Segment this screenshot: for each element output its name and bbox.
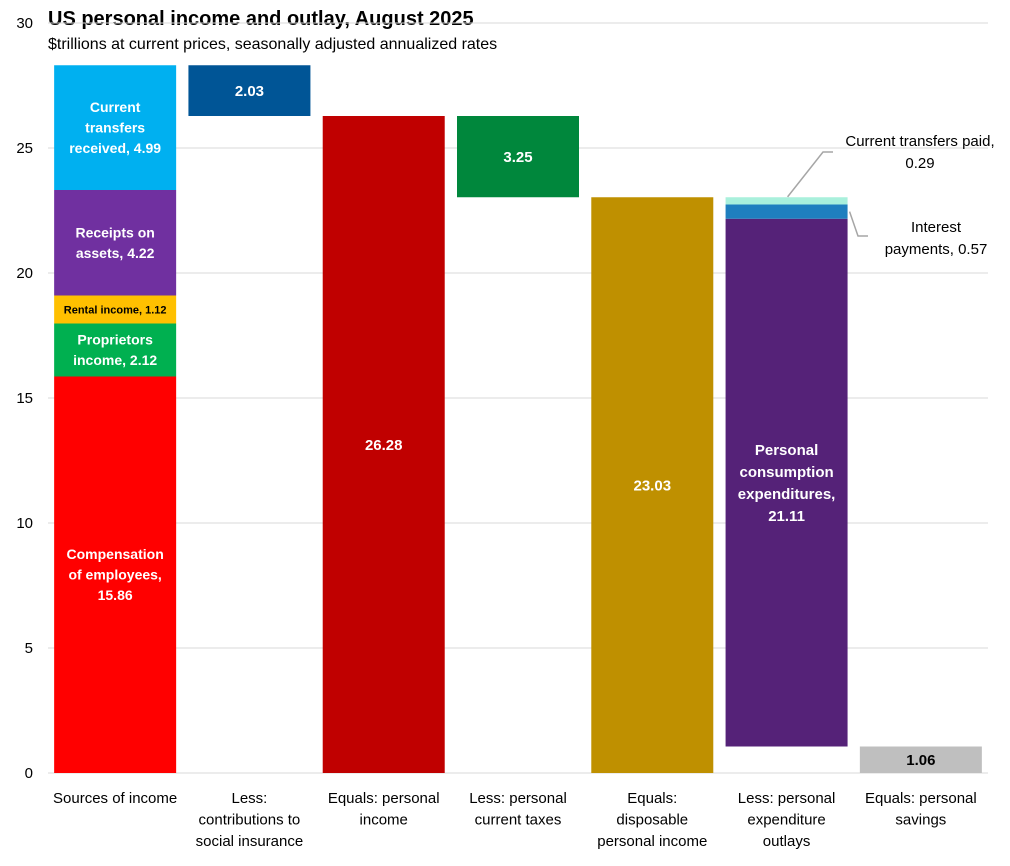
bar-current-transfers-received: [54, 65, 177, 190]
data-label-proprietors-income-0: Proprietors: [77, 332, 153, 348]
category-label-4-0: Equals:: [627, 790, 677, 807]
data-label-current-transfers-received-0: Current: [90, 99, 141, 115]
data-label-receipts-on-assets-1: assets, 4.22: [76, 245, 155, 261]
bar-receipts-on-assets: [54, 190, 177, 296]
bar-current-transfers-paid: [725, 197, 848, 205]
callout-leader-interest-payments: [848, 211, 868, 237]
callout-label-interest-payments-1: payments, 0.57: [885, 241, 988, 258]
bar-personal-current-taxes: [457, 116, 579, 198]
data-label-compensation-of-employees-2: 15.86: [98, 587, 133, 603]
data-label-current-transfers-received-2: received, 4.99: [69, 140, 161, 156]
y-tick-label-30: 30: [16, 15, 33, 32]
y-tick-label-5: 5: [25, 640, 33, 657]
data-label-compensation-of-employees-1: of employees,: [68, 567, 161, 583]
data-label-personal-savings-0: 1.06: [906, 752, 935, 769]
data-label-compensation-of-employees-0: Compensation: [67, 546, 164, 562]
bar-proprietors-income: [54, 323, 177, 377]
data-label-personal-consumption-expenditures-2: expenditures,: [738, 486, 836, 503]
category-label-1-2: social insurance: [196, 833, 304, 850]
callout-label-current-transfers-paid-1: 0.29: [905, 155, 934, 172]
data-label-current-transfers-received-1: transfers: [85, 120, 145, 136]
y-tick-label-15: 15: [16, 390, 33, 407]
category-label-0-0: Sources of income: [53, 790, 177, 807]
category-label-3-0: Less: personal: [469, 790, 567, 807]
y-tick-label-0: 0: [25, 765, 33, 782]
category-label-6-0: Equals: personal: [865, 790, 977, 807]
data-label-receipts-on-assets-0: Receipts on: [75, 224, 154, 240]
bar-personal-savings: [859, 746, 982, 773]
data-label-personal-consumption-expenditures-3: 21.11: [768, 508, 805, 525]
category-label-2-0: Equals: personal: [328, 790, 440, 807]
bar-contributions-to-social-insurance: [188, 65, 311, 116]
bar-disposable-personal-income: [591, 197, 714, 773]
category-label-4-1: disposable: [616, 812, 688, 829]
callout-label-current-transfers-paid-0: Current transfers paid,: [845, 133, 994, 150]
chart-subtitle: $trillions at current prices, seasonally…: [48, 36, 498, 53]
data-label-disposable-personal-income-0: 23.03: [634, 477, 672, 494]
data-label-personal-consumption-expenditures-0: Personal: [755, 442, 818, 459]
data-label-personal-consumption-expenditures-1: consumption: [739, 464, 833, 481]
category-label-1-0: Less:: [231, 790, 267, 807]
data-label-rental-income-0: Rental income, 1.12: [64, 304, 167, 316]
data-label-proprietors-income-1: income, 2.12: [73, 352, 157, 368]
category-label-4-2: personal income: [597, 833, 707, 850]
callout-label-interest-payments-0: Interest: [911, 219, 962, 236]
category-label-2-1: income: [360, 812, 408, 829]
data-label-contributions-to-social-insurance-0: 2.03: [235, 83, 264, 100]
y-tick-label-10: 10: [16, 515, 33, 532]
callout-leader-current-transfers-paid: [786, 151, 833, 198]
y-tick-label-20: 20: [16, 265, 33, 282]
category-label-5-0: Less: personal: [738, 790, 836, 807]
category-label-1-1: contributions to: [199, 812, 301, 829]
data-label-personal-current-taxes-0: 3.25: [503, 149, 532, 166]
category-label-5-1: expenditure: [747, 812, 825, 829]
data-label-personal-income-0: 26.28: [365, 437, 403, 454]
bar-compensation-of-employees: [54, 376, 177, 773]
bar-rental-income: [54, 295, 177, 324]
category-label-3-1: current taxes: [475, 812, 562, 829]
bar-personal-income: [322, 116, 445, 773]
bar-personal-consumption-expenditures: [725, 218, 848, 747]
chart-title: US personal income and outlay, August 20…: [48, 8, 474, 30]
bar-interest-payments: [725, 204, 848, 219]
category-label-5-2: outlays: [763, 833, 811, 850]
category-label-6-1: savings: [895, 812, 946, 829]
y-tick-label-25: 25: [16, 140, 33, 157]
